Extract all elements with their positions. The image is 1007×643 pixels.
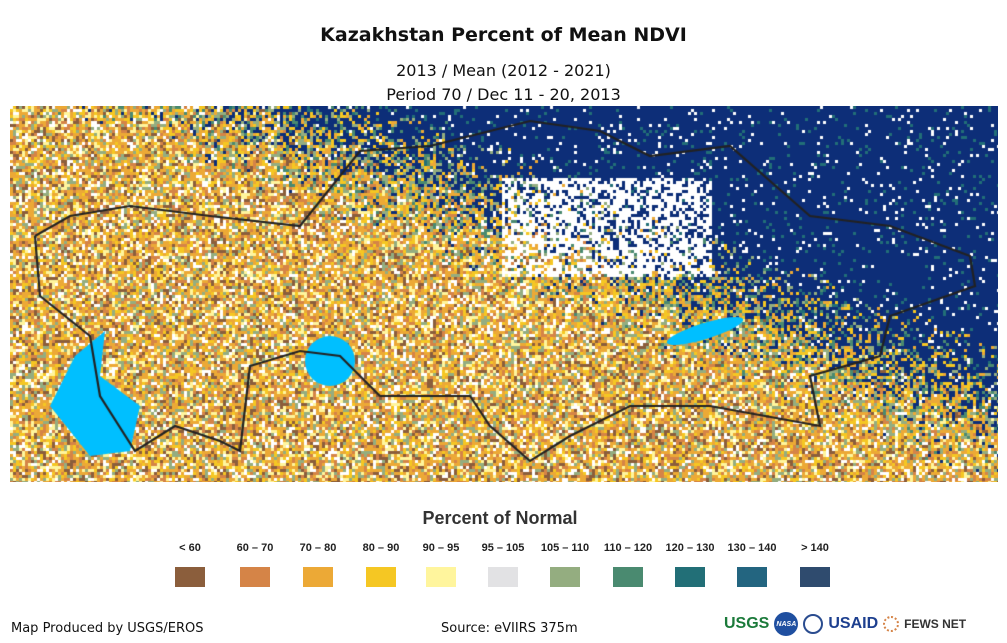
- usaid-seal-icon: [803, 614, 824, 634]
- legend-item: < 60: [160, 542, 220, 587]
- legend-label: 80 – 90: [362, 542, 400, 554]
- legend-item: 70 – 80: [288, 542, 348, 587]
- legend-swatch: [175, 567, 205, 587]
- map-title: Kazakhstan Percent of Mean NDVI: [320, 24, 687, 46]
- nasa-logo: NASA: [774, 612, 799, 636]
- legend-label: 95 – 105: [481, 542, 525, 554]
- legend-swatch: [550, 567, 580, 587]
- legend-label: < 60: [179, 542, 201, 554]
- legend-item: 110 – 120: [598, 542, 658, 587]
- legend-swatch: [426, 567, 456, 587]
- legend-swatch: [303, 567, 333, 587]
- usaid-logo: USAID: [828, 615, 879, 632]
- legend-swatch: [800, 567, 830, 587]
- legend-item: 105 – 110: [535, 542, 595, 587]
- legend-swatch: [366, 567, 396, 587]
- legend-swatch: [488, 567, 518, 587]
- legend-label: > 140: [801, 542, 829, 554]
- legend-title: Percent of Normal: [422, 508, 578, 528]
- partner-logos: USGS NASA USAID FEWS NET: [724, 612, 966, 636]
- legend-label: 105 – 110: [540, 542, 590, 554]
- legend-item: 60 – 70: [225, 542, 285, 587]
- legend-label: 90 – 95: [422, 542, 460, 554]
- legend-label: 130 – 140: [727, 542, 777, 554]
- legend-item: 90 – 95: [411, 542, 471, 587]
- legend-item: 130 – 140: [722, 542, 782, 587]
- map-subtitle-period: Period 70 / Dec 11 - 20, 2013: [386, 85, 621, 104]
- producer-credit: Map Produced by USGS/EROS: [11, 621, 204, 636]
- legend-label: 60 – 70: [236, 542, 274, 554]
- fewsnet-icon: [883, 616, 900, 632]
- legend-item: > 140: [785, 542, 845, 587]
- legend-label: 110 – 120: [603, 542, 653, 554]
- legend-swatch: [675, 567, 705, 587]
- ndvi-map: [10, 106, 998, 482]
- map-subtitle-years: 2013 / Mean (2012 - 2021): [396, 61, 611, 80]
- legend-item: 120 – 130: [660, 542, 720, 587]
- usgs-logo: USGS: [724, 615, 770, 632]
- legend-swatch: [240, 567, 270, 587]
- source-credit: Source: eVIIRS 375m: [441, 621, 578, 636]
- legend-label: 70 – 80: [299, 542, 337, 554]
- legend-swatch: [613, 567, 643, 587]
- fewsnet-logo: FEWS NET: [904, 617, 967, 631]
- legend-item: 80 – 90: [351, 542, 411, 587]
- legend-label: 120 – 130: [665, 542, 715, 554]
- legend-item: 95 – 105: [473, 542, 533, 587]
- legend-swatch: [737, 567, 767, 587]
